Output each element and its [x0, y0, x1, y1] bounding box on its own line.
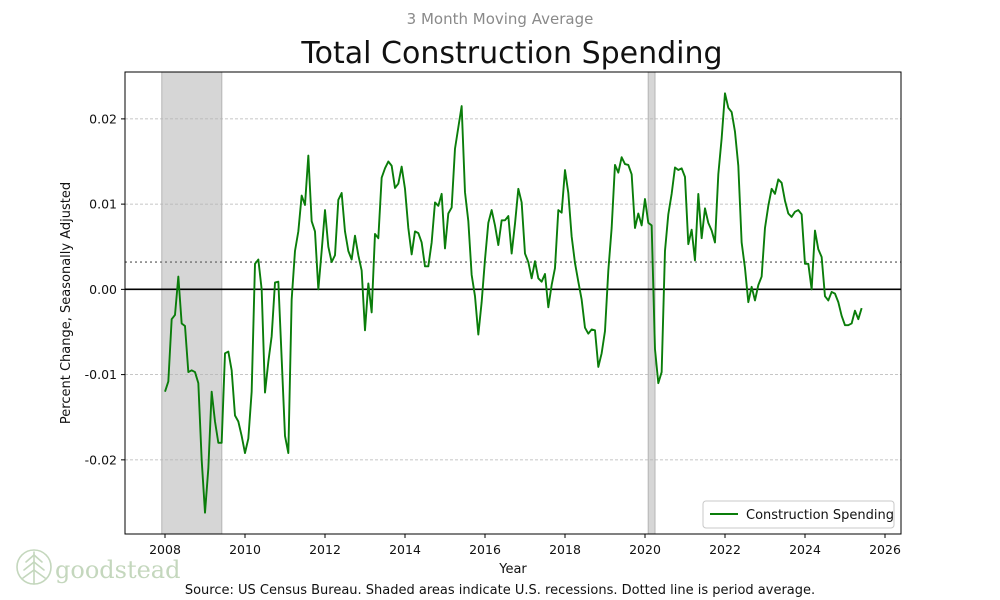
- source-note: Source: US Census Bureau. Shaded areas i…: [185, 583, 815, 598]
- y-tick-label: 0.02: [89, 111, 117, 126]
- chart-title: Total Construction Spending: [300, 36, 722, 71]
- chart-subtitle: 3 Month Moving Average: [407, 10, 594, 28]
- recession-bands: [161, 71, 656, 535]
- pine-tree-icon: [16, 549, 52, 585]
- logo-wordmark: goodstead: [55, 556, 180, 584]
- y-axis-label: Percent Change, Seasonally Adjusted: [59, 182, 74, 424]
- legend-label: Construction Spending: [746, 508, 894, 523]
- series-line-construction-spending: [164, 92, 863, 514]
- x-axis-label: Year: [498, 562, 527, 577]
- goodstead-logo[interactable]: goodstead: [16, 549, 180, 585]
- x-tick-label: 2016: [469, 542, 501, 557]
- y-tick-label: 0.00: [89, 282, 117, 297]
- legend-box: [702, 500, 895, 529]
- y-tick-label: 0.01: [89, 197, 117, 212]
- y-axis-ticks: -0.02 -0.01 0.00 0.01 0.02: [85, 111, 125, 467]
- recession-band: [161, 71, 223, 535]
- x-tick-label: 2018: [549, 542, 581, 557]
- x-tick-label: 2026: [869, 542, 901, 557]
- x-tick-label: 2014: [389, 542, 421, 557]
- y-tick-label: -0.01: [85, 367, 117, 382]
- x-tick-label: 2022: [709, 542, 741, 557]
- x-axis-ticks: 2008 2010 2012 2014 2016 2018 2020 2022 2024 2026: [149, 534, 901, 557]
- x-tick-label: 2008: [149, 542, 181, 557]
- x-tick-label: 2020: [629, 542, 661, 557]
- x-tick-label: 2012: [309, 542, 341, 557]
- x-tick-label: 2024: [789, 542, 821, 557]
- x-tick-label: 2010: [229, 542, 261, 557]
- legend[interactable]: Construction Spending: [702, 500, 895, 529]
- plot-frame: [124, 71, 902, 535]
- y-tick-label: -0.02: [85, 452, 117, 467]
